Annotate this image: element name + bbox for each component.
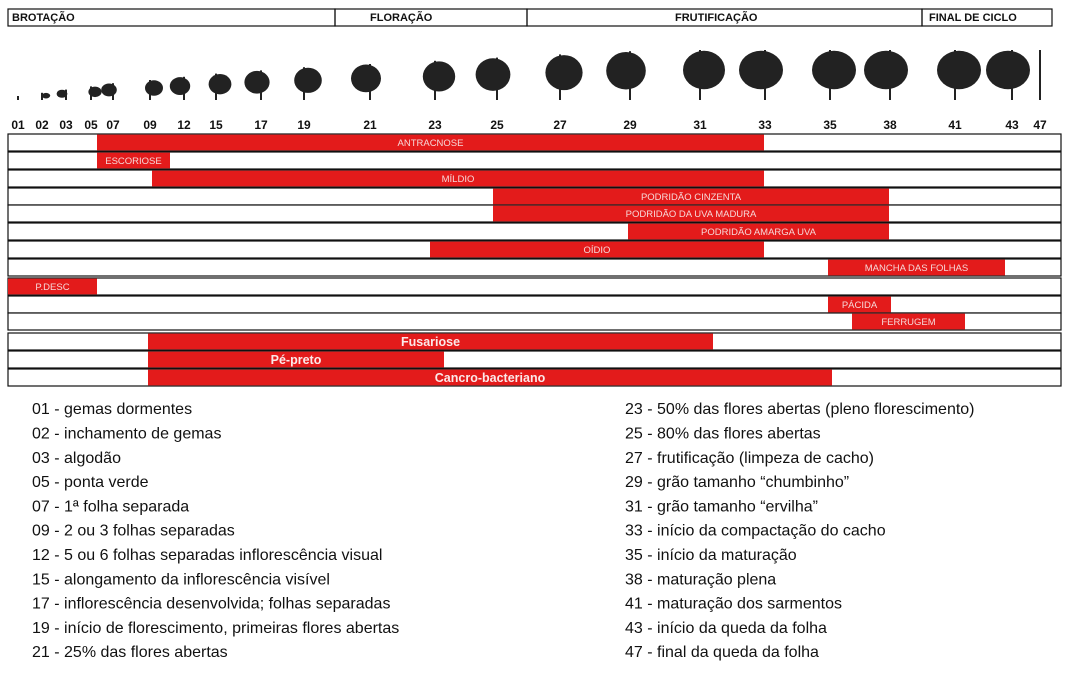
stage-number: 05 — [84, 118, 98, 132]
row-box — [8, 296, 1061, 313]
stage-number: 27 — [553, 118, 567, 132]
plant-leaf — [42, 93, 50, 99]
legend-item: 29 - grão tamanho “chumbinho” — [625, 474, 849, 491]
period-label: PODRIDÃO DA UVA MADURA — [626, 209, 757, 220]
stage-number: 01 — [11, 118, 25, 132]
plant-leaf — [351, 65, 381, 93]
legend-item: 21 - 25% das flores abertas — [32, 644, 228, 661]
plant-leaf — [145, 80, 163, 95]
plant-leaf — [57, 90, 68, 98]
plant-leaf — [739, 51, 783, 89]
legend-item: 38 - maturação plena — [625, 571, 776, 588]
plant-leaf — [101, 83, 117, 96]
plant-leaf — [986, 51, 1030, 89]
stage-number: 47 — [1033, 118, 1047, 132]
period-label: PÁCIDA — [842, 300, 878, 311]
legend-item: 33 - início da compactação do cacho — [625, 523, 886, 540]
diagram: BROTAÇÃO FLORAÇÃO FRUTIFICAÇÃO FINAL DE CIC… — [0, 0, 1091, 676]
legend-item: 47 - final da queda da folha — [625, 644, 819, 661]
stage-number: 19 — [297, 118, 311, 132]
plant-leaf — [209, 74, 232, 94]
legend-item: 09 - 2 ou 3 folhas separadas — [32, 523, 235, 540]
legend-item: 27 - frutificação (limpeza de cacho) — [625, 450, 874, 467]
plant-leaf — [812, 51, 856, 89]
legend-item: 02 - inchamento de gemas — [32, 426, 221, 443]
stage-number: 02 — [35, 118, 49, 132]
stage-number: 23 — [428, 118, 442, 132]
stage-number: 41 — [948, 118, 962, 132]
legend-item: 41 - maturação dos sarmentos — [625, 596, 842, 613]
stage-number: 03 — [59, 118, 73, 132]
plant-leaf — [606, 52, 646, 90]
stage-number: 35 — [823, 118, 837, 132]
stage-number: 38 — [883, 118, 897, 132]
stage-number: 07 — [106, 118, 120, 132]
phase-label: FRUTIFICAÇÃO — [675, 11, 758, 24]
period-label: OÍDIO — [584, 245, 611, 256]
legend-item: 01 - gemas dormentes — [32, 401, 192, 418]
phase-label: FLORAÇÃO — [370, 11, 433, 24]
period-label: MÍLDIO — [442, 174, 475, 185]
legend-item: 07 - 1ª folha separada — [32, 498, 189, 515]
phase-label: BROTAÇÃO — [12, 11, 75, 24]
period-label: MANCHA DAS FOLHAS — [865, 263, 968, 274]
row-box — [8, 223, 1061, 240]
legend-item: 31 - grão tamanho “ervilha” — [625, 498, 818, 515]
phase-label: FINAL DE CICLO — [929, 12, 1017, 24]
period-label: PODRIDÃO AMARGA UVA — [701, 227, 817, 238]
plant-leaf — [88, 87, 101, 97]
plant-leaf — [937, 51, 981, 89]
period-label: Fusariose — [401, 335, 460, 349]
stage-number: 43 — [1005, 118, 1019, 132]
stage-number: 15 — [209, 118, 223, 132]
period-label: Cancro-bacteriano — [435, 371, 546, 385]
stage-number: 09 — [143, 118, 157, 132]
plant-leaf — [476, 58, 511, 91]
legend-item: 03 - algodão — [32, 450, 121, 467]
legend-item: 17 - inflorescência desenvolvida; folhas… — [32, 596, 390, 613]
stage-number: 31 — [693, 118, 707, 132]
stage-number: 25 — [490, 118, 504, 132]
row-box — [8, 278, 1061, 295]
plant-leaf — [545, 55, 582, 90]
stage-number: 21 — [363, 118, 377, 132]
legend-item: 12 - 5 ou 6 folhas separadas inflorescên… — [32, 547, 382, 564]
stage-number: 29 — [623, 118, 637, 132]
plant-leaf — [170, 77, 190, 95]
plant-leaf — [244, 71, 269, 94]
plant-leaf — [683, 51, 725, 89]
stage-number: 33 — [758, 118, 772, 132]
period-label: ANTRACNOSE — [398, 138, 464, 149]
legend-item: 35 - início da maturação — [625, 547, 797, 564]
plant-leaf — [864, 51, 908, 89]
period-label: P.DESC — [35, 282, 69, 293]
legend-item: 19 - início de florescimento, primeiras … — [32, 620, 399, 637]
legend-item: 25 - 80% das flores abertas — [625, 426, 821, 443]
period-label: PODRIDÃO CINZENTA — [641, 192, 742, 203]
plant-leaf — [294, 68, 322, 93]
legend-item: 05 - ponta verde — [32, 474, 149, 491]
period-label: Pé-preto — [271, 353, 322, 367]
plant-leaf — [423, 61, 455, 91]
legend-item: 15 - alongamento da inflorescência visív… — [32, 571, 330, 588]
period-label: ESCORIOSE — [105, 156, 162, 167]
legend-item: 43 - início da queda da folha — [625, 620, 827, 637]
legend-item: 23 - 50% das flores abertas (pleno flore… — [625, 401, 975, 418]
stage-number: 12 — [177, 118, 191, 132]
stage-number: 17 — [254, 118, 268, 132]
period-label: FERRUGEM — [881, 317, 935, 328]
